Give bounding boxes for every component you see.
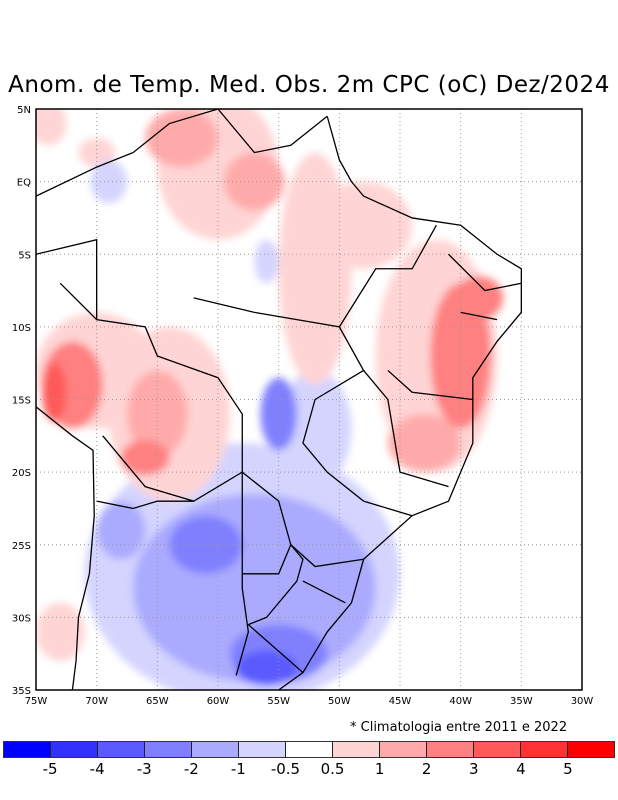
colorbar-swatch <box>51 742 98 757</box>
longitude-label: 45W <box>389 696 412 707</box>
coastline-border <box>217 109 328 154</box>
colorbar-label: 4 <box>516 760 526 778</box>
colorbar-label: 0.5 <box>320 760 345 778</box>
colorbar-label: 1 <box>374 760 385 778</box>
colorbar-swatch <box>4 742 51 757</box>
colorbar-label: -0.5 <box>270 760 301 778</box>
anomaly-contour <box>315 181 413 269</box>
map-title: Anom. de Temp. Med. Obs. 2m CPC (oC) Dez… <box>8 72 610 98</box>
coastline-border <box>36 406 95 690</box>
anomaly-contour <box>454 276 504 320</box>
longitude-label: 65W <box>146 696 169 707</box>
coastline-border <box>338 224 437 328</box>
longitude-label: 55W <box>267 696 290 707</box>
longitude-label: 50W <box>328 696 351 707</box>
longitude-label: 60W <box>207 696 230 707</box>
map-frame <box>35 108 583 691</box>
anomaly-contour <box>430 283 491 429</box>
anomaly-contour <box>78 138 115 168</box>
colorbar-swatch <box>427 742 474 757</box>
colorbar-swatch <box>568 742 614 757</box>
anomaly-contour <box>387 414 461 473</box>
coastline-border <box>448 253 522 292</box>
anomaly-contour <box>169 515 243 574</box>
longitude-label: 75W <box>25 696 48 707</box>
anomaly-contour <box>42 363 67 422</box>
colorbar-swatch <box>239 742 286 757</box>
colorbar-swatch <box>521 742 568 757</box>
coastline-border <box>278 116 522 690</box>
colorbar-swatch <box>333 742 380 757</box>
coastline-border <box>387 369 473 401</box>
colorbar-swatch <box>98 742 145 757</box>
latitude-label: 10S <box>12 323 31 334</box>
colorbar-label: -5 <box>42 760 58 778</box>
anomaly-contour <box>254 239 279 284</box>
climatology-note: * Climatologia entre 2011 e 2022 <box>350 720 568 735</box>
colorbar <box>3 741 615 758</box>
colorbar-label: -1 <box>230 760 246 778</box>
anomaly-contour <box>120 440 170 475</box>
coastline-border <box>102 435 292 575</box>
latitude-label: 5N <box>17 105 31 116</box>
latitude-label: 20S <box>12 468 31 479</box>
coastline-border <box>235 573 249 676</box>
colorbar-swatch <box>380 742 427 757</box>
coastline-border <box>36 109 219 197</box>
coastline-border <box>302 580 346 604</box>
anomaly-contour <box>96 501 146 560</box>
anomaly-contour <box>145 109 218 168</box>
longitude-label: 30W <box>571 696 594 707</box>
coastline-border <box>302 369 413 517</box>
anomaly-contour <box>260 377 297 451</box>
colorbar-swatch <box>286 742 333 757</box>
colorbar-label: 2 <box>421 760 432 778</box>
coastline-border <box>460 311 498 321</box>
latitude-label: 35S <box>12 686 31 697</box>
colorbar-label: -2 <box>183 760 199 778</box>
latitude-label: 5S <box>18 250 31 261</box>
latitude-label: EQ <box>17 178 31 189</box>
latitude-label: 25S <box>12 541 31 552</box>
colorbar-swatch <box>192 742 239 757</box>
anomaly-contour <box>127 370 188 458</box>
coastline-border <box>36 238 98 320</box>
colorbar-label: 3 <box>468 760 479 778</box>
longitude-label: 40W <box>449 696 472 707</box>
colorbar-label: -4 <box>89 760 105 778</box>
latitude-label: 30S <box>12 613 31 624</box>
longitude-label: 35W <box>510 696 533 707</box>
anomaly-contour <box>236 650 297 686</box>
anomaly-contour <box>36 109 67 146</box>
coastline-border <box>59 282 304 674</box>
longitude-label: 70W <box>85 696 108 707</box>
coastline-border <box>290 544 364 568</box>
colorbar-swatch <box>474 742 521 757</box>
latitude-label: 15S <box>12 396 31 407</box>
colorbar-label: -3 <box>136 760 152 778</box>
colorbar-swatch <box>145 742 192 757</box>
colorbar-label: 5 <box>563 760 573 778</box>
coastline-border <box>96 500 194 510</box>
anomaly-contour <box>224 152 285 211</box>
